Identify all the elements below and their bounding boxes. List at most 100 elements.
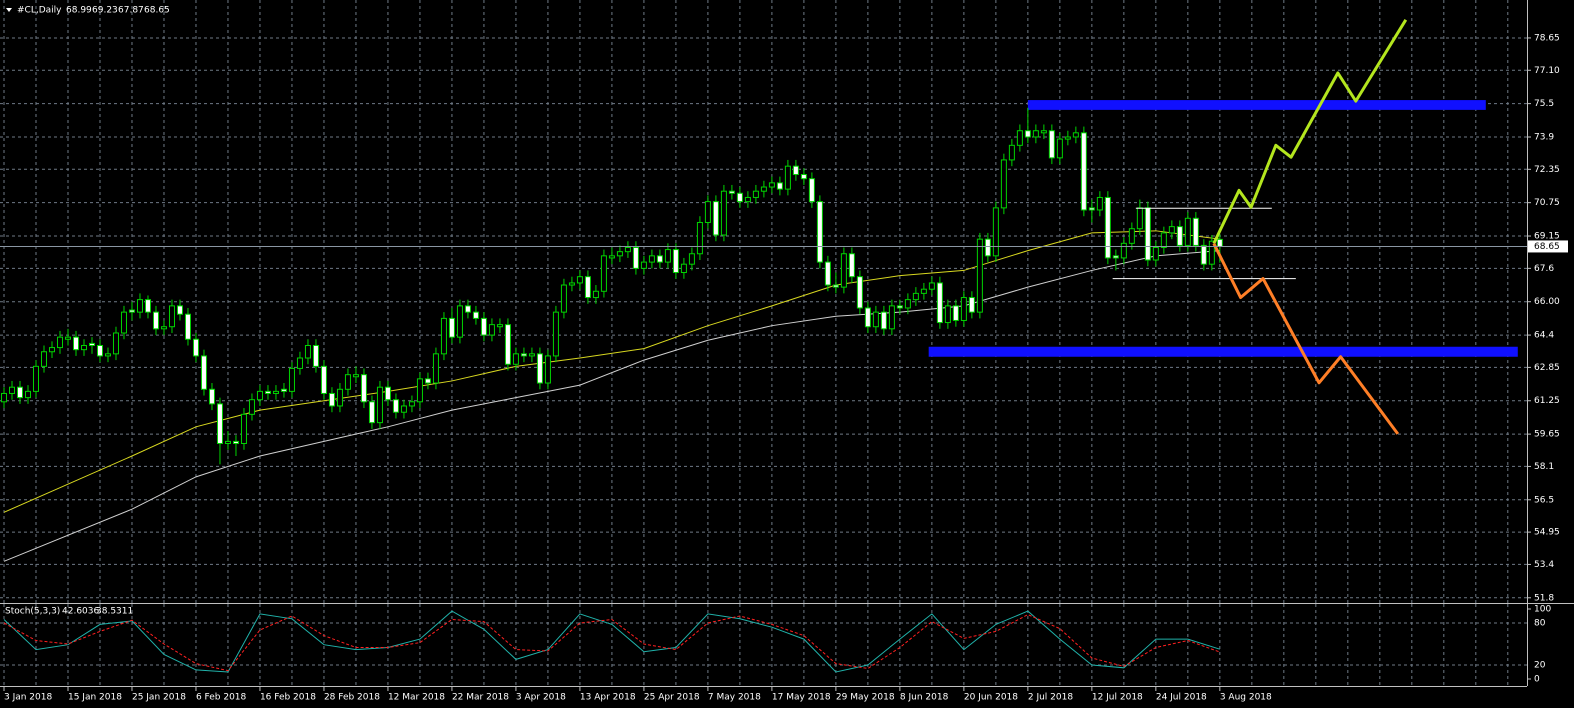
y-tick-label: 78.65 bbox=[1534, 33, 1560, 43]
candle-body bbox=[56, 336, 63, 349]
candle-body bbox=[464, 305, 471, 313]
candle-body bbox=[520, 353, 527, 357]
y-tick-label: 72.35 bbox=[1534, 165, 1560, 175]
candle-body bbox=[264, 390, 271, 394]
candle-body bbox=[552, 311, 559, 357]
candle-body bbox=[984, 238, 991, 257]
candle-body bbox=[128, 309, 135, 313]
candle-body bbox=[680, 263, 687, 274]
candle-body bbox=[192, 338, 199, 357]
candle-body bbox=[0, 392, 7, 403]
x-tick-label: 3 Apr 2018 bbox=[516, 693, 566, 703]
indicator-line bbox=[3, 610, 1220, 673]
candle-body bbox=[624, 246, 631, 253]
candle-body bbox=[504, 324, 511, 365]
candle-body bbox=[80, 344, 87, 351]
candle-body bbox=[1080, 132, 1087, 211]
candle-body bbox=[320, 365, 327, 394]
y-tick-label: 66.00 bbox=[1534, 297, 1560, 307]
candle-body bbox=[280, 388, 287, 392]
candle-body bbox=[1200, 244, 1207, 265]
x-tick-label: 20 Jun 2018 bbox=[964, 693, 1018, 703]
candle-body bbox=[32, 365, 39, 392]
candle-body bbox=[360, 374, 367, 403]
candle-body bbox=[728, 190, 735, 194]
high-value: 69.23 bbox=[92, 6, 118, 16]
candle-body bbox=[592, 290, 599, 299]
x-tick-label: 16 Feb 2018 bbox=[260, 693, 316, 703]
candle-body bbox=[720, 190, 727, 236]
candle-body bbox=[1216, 238, 1223, 247]
candle-body bbox=[616, 251, 623, 257]
candle-body bbox=[656, 255, 663, 263]
x-tick-label: 17 May 2018 bbox=[772, 693, 831, 703]
candle-body bbox=[1144, 207, 1151, 261]
moving-average bbox=[3, 250, 1220, 562]
current-price-label: 68.65 bbox=[1534, 242, 1560, 252]
x-tick-label: 24 Jul 2018 bbox=[1156, 693, 1207, 703]
candle-body bbox=[200, 355, 207, 390]
candle-body bbox=[568, 282, 575, 286]
candle-body bbox=[472, 311, 479, 319]
candle-body bbox=[376, 386, 383, 424]
y-tick-label: 100 bbox=[1534, 605, 1551, 615]
candle-body bbox=[88, 342, 95, 346]
candle-body bbox=[904, 299, 911, 309]
candle-body bbox=[696, 221, 703, 255]
candle-body bbox=[368, 401, 375, 424]
candle-body bbox=[224, 440, 231, 444]
candle-body bbox=[1040, 130, 1047, 134]
candle-body bbox=[544, 355, 551, 384]
candle-body bbox=[160, 326, 167, 330]
candle-body bbox=[1160, 232, 1167, 248]
candle-body bbox=[1208, 240, 1215, 265]
candle-body bbox=[72, 336, 79, 351]
candle-body bbox=[184, 313, 191, 340]
candle-body bbox=[704, 201, 711, 223]
close-value: 68.65 bbox=[144, 6, 170, 16]
y-tick-label: 53.4 bbox=[1534, 560, 1554, 570]
candle-body bbox=[872, 311, 879, 328]
candle-body bbox=[1016, 130, 1023, 146]
y-tick-label: 64.4 bbox=[1534, 331, 1554, 341]
candle-body bbox=[152, 311, 159, 330]
moving-average bbox=[3, 230, 1220, 513]
candle-body bbox=[560, 284, 567, 313]
candle-body bbox=[648, 255, 655, 263]
candle-body bbox=[1184, 217, 1191, 246]
candle-body bbox=[168, 305, 175, 328]
candle-body bbox=[432, 353, 439, 384]
y-tick-label: 20 bbox=[1534, 661, 1546, 671]
x-tick-label: 12 Mar 2018 bbox=[388, 693, 445, 703]
candle-body bbox=[408, 401, 415, 407]
candle-body bbox=[1032, 130, 1039, 138]
x-tick-label: 2 Jul 2018 bbox=[1028, 693, 1073, 703]
candle-body bbox=[608, 255, 615, 259]
x-tick-label: 15 Jan 2018 bbox=[68, 693, 122, 703]
candle-body bbox=[960, 297, 967, 321]
x-tick-label: 22 Mar 2018 bbox=[452, 693, 509, 703]
open-value: 68.99 bbox=[66, 6, 92, 16]
candle-body bbox=[456, 305, 463, 338]
candle-body bbox=[296, 357, 303, 369]
y-tick-label: 54.95 bbox=[1534, 528, 1560, 538]
overlay bbox=[0, 19, 1527, 435]
candle-body bbox=[1192, 217, 1199, 246]
candle-body bbox=[840, 253, 847, 288]
candle-body bbox=[1104, 196, 1111, 259]
price-zone bbox=[928, 346, 1518, 357]
x-tick-label: 6 Feb 2018 bbox=[196, 693, 247, 703]
candle-body bbox=[328, 392, 335, 407]
y-tick-label: 75.5 bbox=[1534, 99, 1554, 109]
candle-body bbox=[1112, 255, 1119, 259]
y-tick-label: 70.75 bbox=[1534, 198, 1560, 208]
candle-body bbox=[1152, 246, 1159, 261]
candle-body bbox=[976, 238, 983, 313]
x-tick-label: 25 Jan 2018 bbox=[132, 693, 186, 703]
candle-body bbox=[776, 182, 783, 190]
candle-body bbox=[664, 249, 671, 263]
candle-body bbox=[120, 311, 127, 334]
candle-body bbox=[336, 388, 343, 407]
